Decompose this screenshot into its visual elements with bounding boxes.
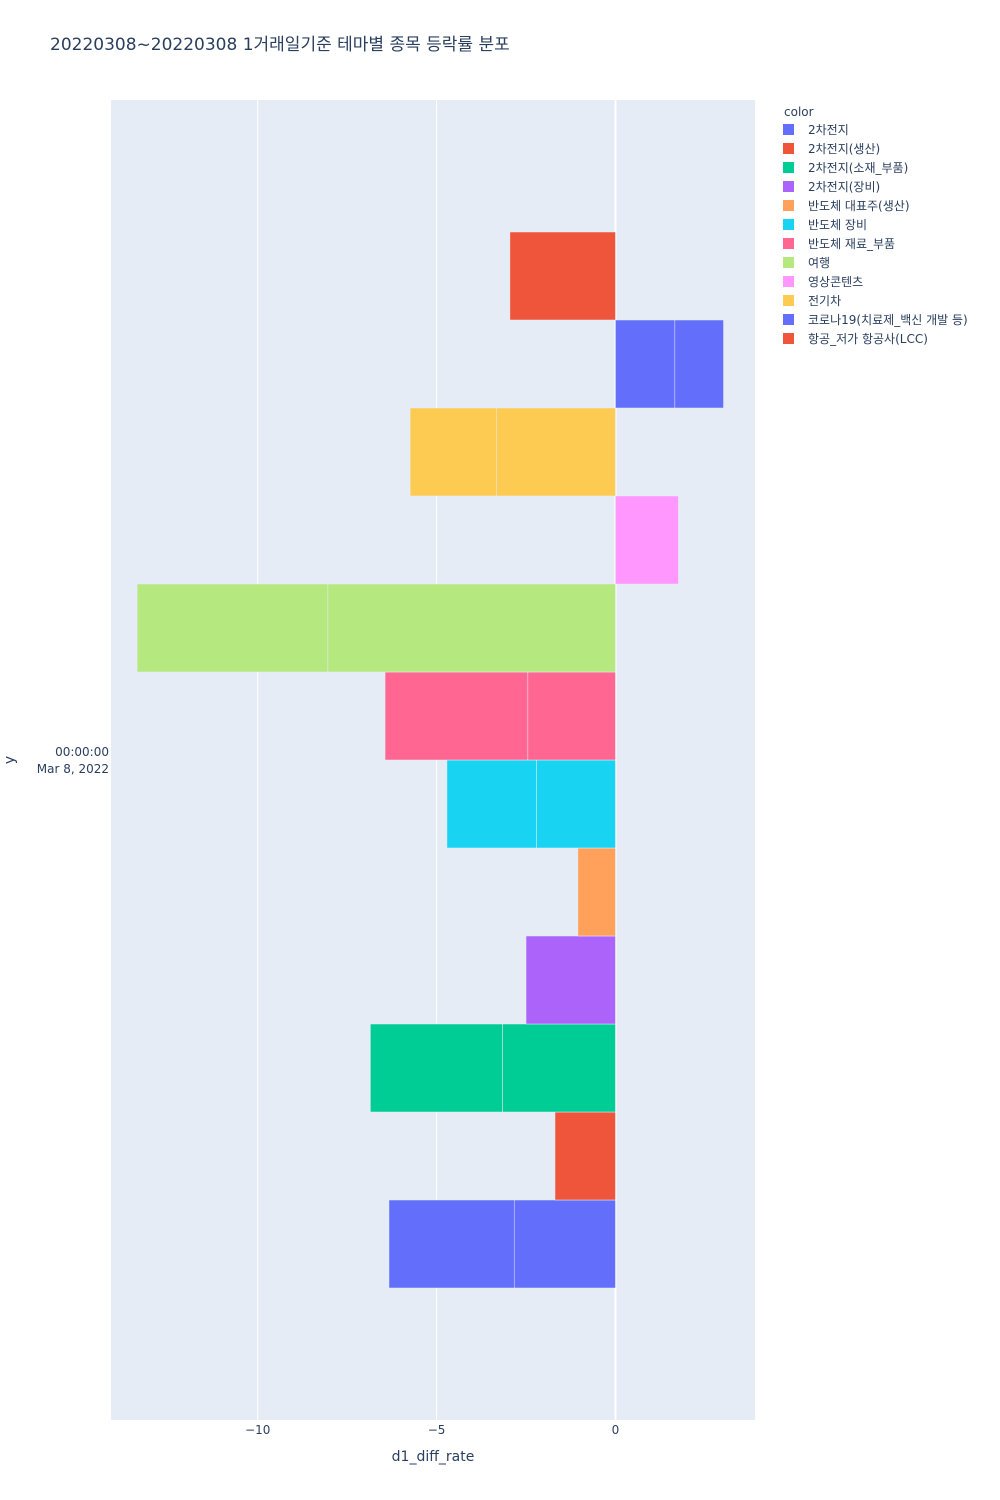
bar-segment[interactable] bbox=[577, 847, 616, 937]
legend-swatch bbox=[783, 219, 794, 230]
bar-segment[interactable] bbox=[496, 407, 616, 497]
legend-label: 2차전지 bbox=[808, 123, 849, 137]
bar-segment[interactable] bbox=[554, 1111, 616, 1201]
legend-item[interactable]: 영상콘텐츠 bbox=[783, 275, 863, 289]
bar-segment[interactable] bbox=[370, 1023, 503, 1113]
legend-label: 2차전지(생산) bbox=[808, 142, 880, 156]
legend-swatch bbox=[783, 333, 794, 344]
legend-label: 2차전지(장비) bbox=[808, 180, 880, 194]
legend-title: color bbox=[784, 105, 814, 119]
bar-segment[interactable] bbox=[384, 671, 529, 761]
legend-item[interactable]: 반도체 장비 bbox=[783, 218, 867, 232]
x-tick-label: −10 bbox=[245, 1423, 270, 1437]
legend-swatch bbox=[783, 124, 794, 135]
legend-label: 영상콘텐츠 bbox=[808, 275, 863, 289]
legend-item[interactable]: 여행 bbox=[783, 255, 830, 270]
legend-item[interactable]: 2차전지(생산) bbox=[783, 142, 880, 156]
legend-item[interactable]: 2차전지(소재_부품) bbox=[783, 161, 908, 175]
bar-segment[interactable] bbox=[409, 407, 497, 497]
x-axis-title: d1_diff_rate bbox=[392, 1449, 475, 1465]
x-tick-label: 0 bbox=[612, 1423, 620, 1437]
y-tick-label-date: Mar 8, 2022 bbox=[37, 762, 109, 776]
y-tick-label-time: 00:00:00 bbox=[55, 745, 109, 759]
legend-label: 전기차 bbox=[808, 294, 841, 308]
legend-swatch bbox=[783, 143, 794, 154]
bar-segment[interactable] bbox=[536, 759, 616, 849]
legend-swatch bbox=[783, 276, 794, 287]
bar-segment[interactable] bbox=[327, 583, 616, 673]
legend-label: 반도체 대표주(생산) bbox=[808, 199, 910, 213]
legend-swatch bbox=[783, 257, 794, 268]
legend-label: 반도체 장비 bbox=[808, 218, 867, 232]
y-axis-title: y bbox=[2, 756, 18, 764]
bar-segment[interactable] bbox=[527, 671, 616, 761]
bar-segment[interactable] bbox=[513, 1199, 616, 1289]
bar-segment[interactable] bbox=[446, 759, 537, 849]
bar-segment[interactable] bbox=[674, 319, 724, 409]
bar-segment[interactable] bbox=[615, 319, 676, 409]
legend-swatch bbox=[783, 295, 794, 306]
legend-label: 2차전지(소재_부품) bbox=[808, 161, 908, 175]
legend-item[interactable]: 2차전지 bbox=[783, 123, 849, 137]
x-tick-labels: −10 −5 0 bbox=[245, 1423, 619, 1437]
legend-swatch bbox=[783, 200, 794, 211]
legend-item[interactable]: 항공_저가 항공사(LCC) bbox=[783, 332, 928, 346]
legend-item[interactable]: 코로나19(치료제_백신 개발 등) bbox=[783, 313, 968, 327]
legend-item[interactable]: 반도체 재료_부품 bbox=[783, 237, 895, 251]
legend-label: 여행 bbox=[808, 255, 830, 270]
legend-item[interactable]: 2차전지(장비) bbox=[783, 180, 880, 194]
chart-title: 20220308~20220308 1거래일기준 테마별 종목 등락률 분포 bbox=[50, 35, 510, 55]
legend-label: 반도체 재료_부품 bbox=[808, 237, 895, 251]
legend-item[interactable]: 반도체 대표주(생산) bbox=[783, 199, 910, 213]
x-tick-label: −5 bbox=[428, 1423, 446, 1437]
bar-segment[interactable] bbox=[136, 583, 329, 673]
legend-swatch bbox=[783, 238, 794, 249]
bar-segment[interactable] bbox=[502, 1023, 616, 1113]
legend[interactable]: 2차전지 2차전지(생산) 2차전지(소재_부품) 2차전지(장비) 반도체 대표주(생… bbox=[783, 123, 968, 346]
legend-swatch bbox=[783, 314, 794, 325]
legend-label: 항공_저가 항공사(LCC) bbox=[808, 332, 928, 346]
bar-segment[interactable] bbox=[615, 495, 679, 585]
legend-label: 코로나19(치료제_백신 개발 등) bbox=[808, 313, 968, 327]
legend-item[interactable]: 전기차 bbox=[783, 294, 841, 308]
legend-swatch bbox=[783, 181, 794, 192]
bars-group[interactable] bbox=[136, 231, 724, 1289]
bar-segment[interactable] bbox=[388, 1199, 515, 1289]
legend-swatch bbox=[783, 162, 794, 173]
bar-segment[interactable] bbox=[525, 935, 616, 1025]
bar-segment[interactable] bbox=[509, 231, 616, 321]
